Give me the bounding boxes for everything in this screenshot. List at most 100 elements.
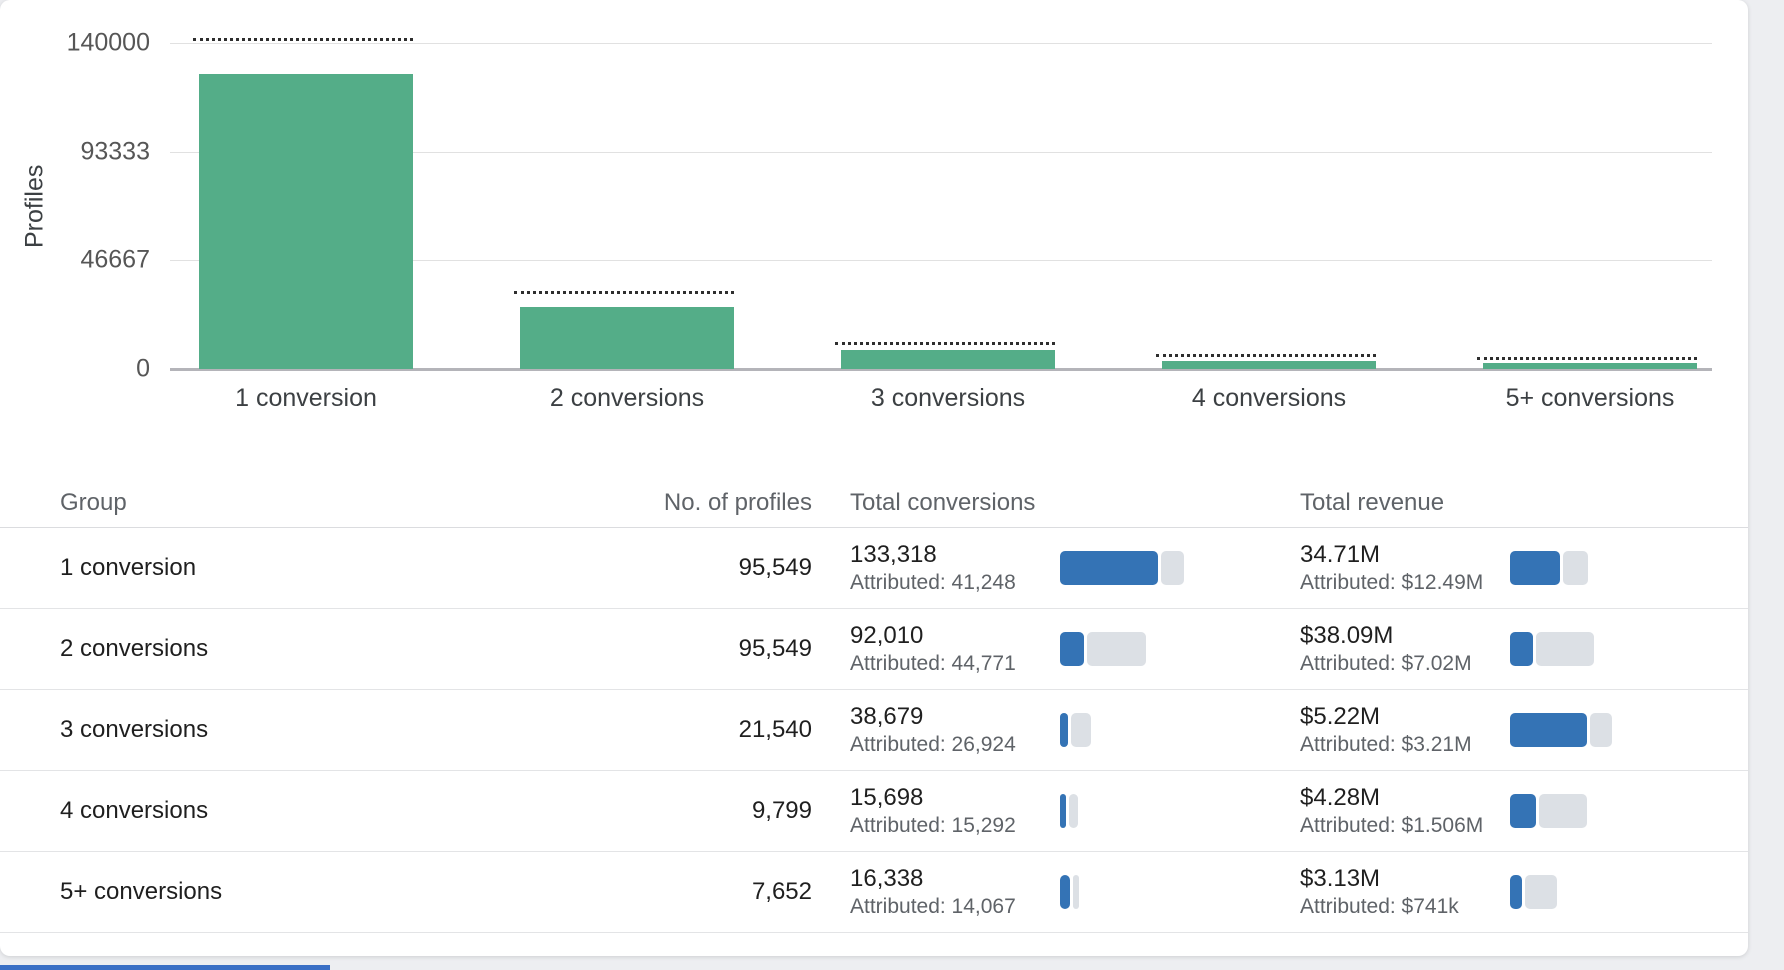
gridline (170, 43, 1712, 44)
column-header-total-conversions: Total conversions (850, 488, 1036, 516)
conversions-bar-cell (1060, 528, 1184, 608)
conversions-attribution-bar[interactable] (1060, 794, 1078, 828)
remainder-segment (1161, 551, 1184, 585)
chart-bar-1-conversion[interactable] (199, 74, 413, 369)
attributed-segment (1510, 794, 1536, 828)
remainder-segment (1071, 713, 1091, 747)
conversions-cell: 133,318 Attributed: 41,248 (850, 528, 1055, 608)
revenue-total-value: $38.09M (1300, 621, 1394, 649)
x-axis-category-label: 1 conversion (235, 384, 377, 412)
remainder-segment (1590, 713, 1612, 747)
revenue-cell: $5.22M Attributed: $3.21M (1300, 690, 1505, 770)
table-body: 1 conversion 95,549 133,318 Attributed: 41,… (0, 528, 1748, 933)
conversions-attributed-value: Attributed: 26,924 (850, 733, 1016, 757)
table-row: 1 conversion 95,549 133,318 Attributed: 41,… (0, 528, 1748, 609)
attributed-segment (1060, 794, 1066, 828)
revenue-total-value: $3.13M (1300, 864, 1381, 892)
table-row: 5+ conversions 7,652 16,338 Attributed: 14,… (0, 852, 1748, 933)
chart-bar-3-conversions[interactable] (841, 350, 1055, 369)
remainder-segment (1069, 794, 1078, 828)
x-axis-category-label: 5+ conversions (1505, 384, 1675, 412)
bottom-accent-strip (0, 965, 330, 970)
benchmark-dotted-line (1156, 354, 1376, 357)
table-row: 4 conversions 9,799 15,698 Attributed: 15,2… (0, 771, 1748, 852)
x-axis-baseline (170, 368, 1712, 371)
revenue-total-value: $5.22M (1300, 702, 1381, 730)
column-header-group: Group (60, 488, 127, 516)
group-cell: 1 conversion (60, 554, 197, 581)
remainder-segment (1536, 632, 1594, 666)
revenue-total-value: 34.71M (1300, 540, 1381, 568)
y-axis-tick-label: 140000 (66, 28, 150, 57)
attributed-segment (1510, 551, 1560, 585)
gridline (170, 260, 1712, 262)
conversions-attribution-bar[interactable] (1060, 875, 1079, 909)
conversions-total-value: 92,010 (850, 621, 924, 649)
table-row: 2 conversions 95,549 92,010 Attributed: 44,… (0, 609, 1748, 690)
conversions-cell: 92,010 Attributed: 44,771 (850, 609, 1055, 689)
revenue-cell: $38.09M Attributed: $7.02M (1300, 609, 1505, 689)
conversions-attribution-bar[interactable] (1060, 551, 1184, 585)
revenue-attributed-value: Attributed: $7.02M (1300, 652, 1472, 676)
profiles-cell: 21,540 (738, 716, 812, 743)
profiles-cell: 95,549 (738, 554, 812, 581)
y-axis-tick-label: 93333 (80, 137, 150, 166)
chart-bar-5+-conversions[interactable] (1483, 362, 1697, 369)
table-row: 3 conversions 21,540 38,679 Attributed: 26,… (0, 690, 1748, 771)
conversions-total-value: 16,338 (850, 864, 924, 892)
y-axis-tick-label: 46667 (80, 245, 150, 274)
revenue-bar-cell (1510, 609, 1594, 689)
conversions-bar-cell (1060, 771, 1078, 851)
conversions-cell: 38,679 Attributed: 26,924 (850, 690, 1055, 770)
group-cell: 2 conversions (60, 635, 209, 662)
attributed-segment (1060, 875, 1070, 909)
chart-bar-2-conversions[interactable] (520, 307, 734, 369)
attributed-segment (1510, 713, 1587, 747)
column-header-profiles: No. of profiles (663, 488, 812, 516)
attributed-segment (1510, 875, 1522, 909)
conversions-total-value: 133,318 (850, 540, 937, 568)
revenue-bar-cell (1510, 771, 1587, 851)
chart-bar-4-conversions[interactable] (1162, 360, 1376, 369)
benchmark-dotted-line (514, 291, 734, 295)
conversions-cell: 15,698 Attributed: 15,292 (850, 771, 1055, 851)
group-cell: 3 conversions (60, 716, 209, 743)
conversions-total-value: 15,698 (850, 783, 924, 811)
attributed-segment (1060, 713, 1068, 747)
revenue-cell: $3.13M Attributed: $741k (1300, 852, 1505, 932)
revenue-attribution-bar[interactable] (1510, 632, 1594, 666)
y-axis-tick-label: 0 (136, 354, 150, 383)
attributed-segment (1510, 632, 1533, 666)
conversions-bar-cell (1060, 852, 1079, 932)
benchmark-dotted-line (835, 342, 1055, 346)
benchmark-dotted-line (1477, 356, 1697, 360)
revenue-attributed-value: Attributed: $741k (1300, 895, 1459, 919)
profiles-cell: 9,799 (751, 797, 812, 824)
conversion-groups-table: Group No. of profiles Total conversions … (0, 478, 1748, 933)
attributed-segment (1060, 551, 1158, 585)
revenue-attribution-bar[interactable] (1510, 713, 1612, 747)
revenue-attribution-bar[interactable] (1510, 794, 1587, 828)
conversions-attributed-value: Attributed: 41,248 (850, 571, 1016, 595)
conversions-attribution-bar[interactable] (1060, 713, 1091, 747)
remainder-segment (1087, 632, 1146, 666)
conversions-bar-chart: Profiles 0 46667 93333 140000 1 conversion 2 … (0, 0, 1748, 430)
remainder-segment (1563, 551, 1588, 585)
x-axis-category-label: 2 conversions (549, 384, 705, 412)
analytics-card: Profiles 0 46667 93333 140000 1 conversion 2 … (0, 0, 1748, 956)
conversions-attribution-bar[interactable] (1060, 632, 1146, 666)
revenue-attribution-bar[interactable] (1510, 875, 1557, 909)
revenue-attributed-value: Attributed: $1.506M (1300, 814, 1484, 838)
conversions-bar-cell (1060, 690, 1091, 770)
revenue-attribution-bar[interactable] (1510, 551, 1588, 585)
conversions-attributed-value: Attributed: 44,771 (850, 652, 1016, 676)
conversions-attributed-value: Attributed: 15,292 (850, 814, 1016, 838)
conversions-total-value: 38,679 (850, 702, 924, 730)
group-cell: 4 conversions (60, 797, 209, 824)
revenue-bar-cell (1510, 852, 1557, 932)
table-header-row: Group No. of profiles Total conversions … (0, 478, 1748, 528)
column-header-total-revenue: Total revenue (1300, 488, 1445, 516)
x-axis-category-label: 4 conversions (1191, 384, 1347, 412)
conversions-bar-cell (1060, 609, 1146, 689)
